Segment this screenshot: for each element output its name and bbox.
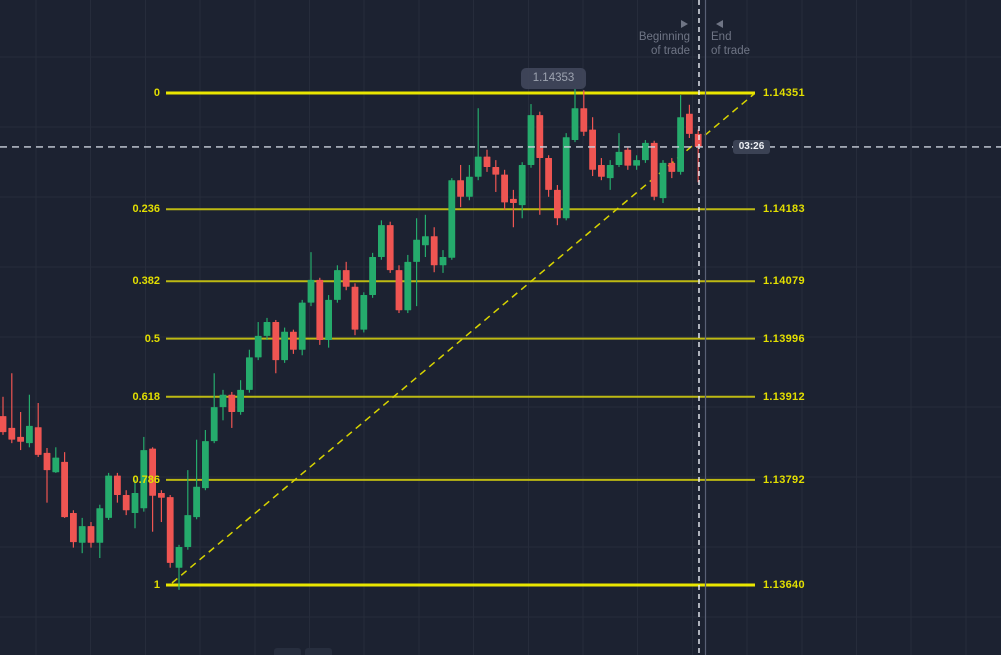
chart-toolbar-button[interactable] <box>274 648 301 655</box>
trendline[interactable] <box>171 93 755 584</box>
candles <box>0 88 702 590</box>
fibonacci-retracement[interactable] <box>166 91 755 587</box>
chart-toolbar-button[interactable] <box>305 648 332 655</box>
